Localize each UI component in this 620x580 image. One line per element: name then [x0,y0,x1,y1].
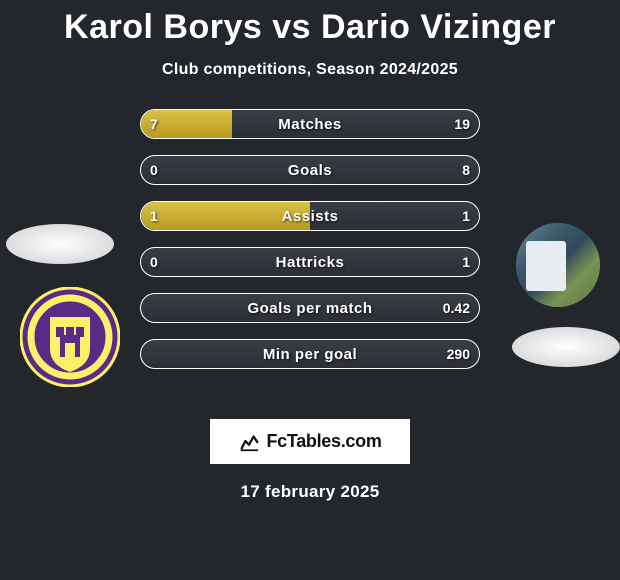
subtitle: Club competitions, Season 2024/2025 [0,61,620,79]
chart-icon [238,431,260,453]
stat-label: Goals per match [140,293,480,323]
player-right-placeholder [512,327,620,367]
date-text: 17 february 2025 [0,482,620,502]
stat-value-right: 19 [454,109,470,139]
club-badge-left [20,287,120,387]
stat-bars-container: Matches719Goals08Assists11Hattricks01Goa… [140,109,480,385]
stat-row: Min per goal290 [140,339,480,369]
stat-value-right: 0.42 [443,293,470,323]
branding-label: FcTables.com [266,431,381,452]
stat-row: Assists1 1 [140,201,480,231]
stat-value-left: 0 [150,155,158,185]
stat-row: Matches7 19 [140,109,480,139]
stat-row: Goals0 8 [140,155,480,185]
page-title: Karol Borys vs Dario Vizinger [0,0,620,47]
stat-row: Hattricks0 1 [140,247,480,277]
stat-value-right: 8 [462,155,470,185]
comparison-chart: Matches719Goals08Assists11Hattricks01Goa… [0,109,620,409]
stat-label: Min per goal [140,339,480,369]
stat-row: Goals per match0.42 [140,293,480,323]
stat-value-left: 7 [150,109,158,139]
stat-value-right: 1 [462,247,470,277]
stat-value-left: 0 [150,247,158,277]
player-right-photo [516,223,600,307]
stat-label: Goals [140,155,480,185]
stat-value-left: 1 [150,201,158,231]
stat-value-right: 290 [447,339,470,369]
branding-badge: FcTables.com [210,419,410,464]
player-left-placeholder [6,224,114,264]
stat-label: Hattricks [140,247,480,277]
stat-label: Matches [140,109,480,139]
stat-value-right: 1 [462,201,470,231]
stat-label: Assists [140,201,480,231]
